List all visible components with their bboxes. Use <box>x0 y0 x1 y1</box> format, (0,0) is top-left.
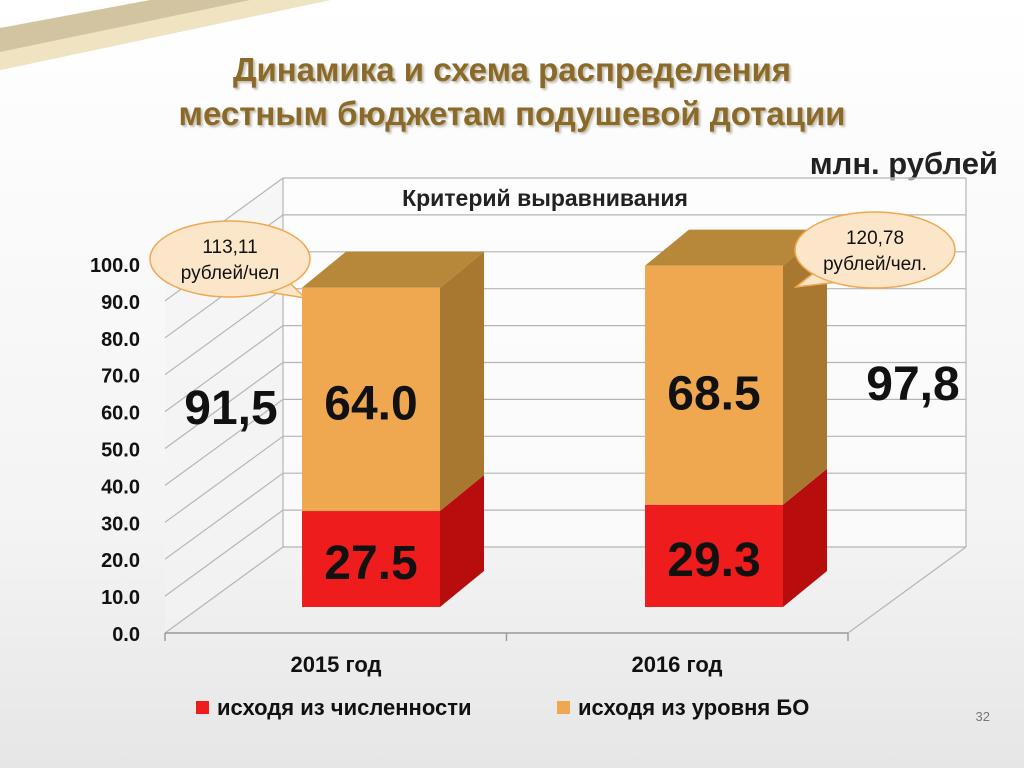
y-tick-label: 10.0 <box>101 587 140 609</box>
y-tick-label: 70.0 <box>101 366 140 388</box>
legend-swatch <box>196 701 209 714</box>
grid-line-side <box>164 435 284 523</box>
grid-line-side <box>164 546 284 634</box>
units-label: млн. рублей <box>809 146 998 181</box>
y-axis: 0.0 10.0 20.0 30.0 40.0 50.0 60.0 70.0 80.0 90.0 1… <box>90 255 723 677</box>
y-tick-label: 20.0 <box>101 550 140 572</box>
data-label: 29.3 <box>667 534 760 587</box>
corner-decoration <box>0 0 330 70</box>
bar-segment-front <box>645 504 783 607</box>
callout-value: 120,78 <box>846 228 904 249</box>
data-label: 68.5 <box>667 368 760 421</box>
y-tick-label: 40.0 <box>101 476 140 498</box>
floor-right-edge <box>847 546 967 634</box>
slide-title: Динамика и схема распределения местным б… <box>0 48 1024 136</box>
legend-label: исходя из уровня БО <box>578 695 809 720</box>
corner-stripe-light <box>0 0 330 70</box>
y-tick-label: 100.0 <box>90 255 140 277</box>
slide-title-line-1: Динамика и схема распределения <box>232 51 792 88</box>
y-tick-label: 0.0 <box>112 624 140 646</box>
callout-unit: рублей/чел. <box>823 254 927 275</box>
bar-segment-side <box>783 468 827 607</box>
grid-line-side <box>164 472 284 560</box>
callout-value: 113,11 <box>202 237 257 258</box>
total-label: 97,8 <box>866 358 959 411</box>
legend-label: исходя из численности <box>217 695 472 720</box>
grid-line-side <box>164 362 284 449</box>
callout-unit: рублей/чел <box>181 263 280 284</box>
bar-segment-front <box>302 511 440 607</box>
data-labels: 27.5 64.0 29.3 68.5 91,5 97,8 113,11 рублей/чел… <box>149 211 960 590</box>
bar-segment-side <box>440 475 484 607</box>
legend: исходя из численности исходя из уровня БО <box>196 695 809 720</box>
grid-line-side <box>164 288 284 376</box>
y-tick-label: 50.0 <box>101 440 140 462</box>
legend-swatch <box>557 701 570 714</box>
total-label: 91,5 <box>184 382 277 435</box>
y-tick-label: 60.0 <box>101 403 140 425</box>
x-category-label: 2016 год <box>631 652 722 677</box>
y-tick-label: 80.0 <box>101 329 140 351</box>
grid-line-side <box>164 509 284 597</box>
y-tick-label: 30.0 <box>101 513 140 535</box>
callout-ellipse <box>794 211 956 289</box>
bar-segment-front <box>645 265 783 505</box>
callout-ellipse <box>149 220 311 298</box>
bar-top <box>645 229 827 266</box>
callout-bubble: 113,11 рублей/чел <box>149 220 311 300</box>
y-tick-label: 90.0 <box>101 292 140 314</box>
x-category-label: 2015 год <box>290 652 381 677</box>
bars <box>302 229 827 607</box>
slide-title-line-2: местным бюджетам подушевой дотации <box>178 95 846 132</box>
chart-title: Критерий выравнивания <box>402 185 688 211</box>
data-label: 64.0 <box>324 378 417 431</box>
data-label: 27.5 <box>324 537 417 590</box>
grid-line-side <box>164 325 284 413</box>
bar-segment-side <box>440 251 484 512</box>
grid-line-side <box>164 398 284 486</box>
page-number: 32 <box>975 709 990 724</box>
bar-segment-front <box>302 287 440 512</box>
callout-bubble: 120,78 рублей/чел. <box>793 211 956 289</box>
bar-segment-side <box>783 229 827 505</box>
bar-top <box>302 251 484 288</box>
